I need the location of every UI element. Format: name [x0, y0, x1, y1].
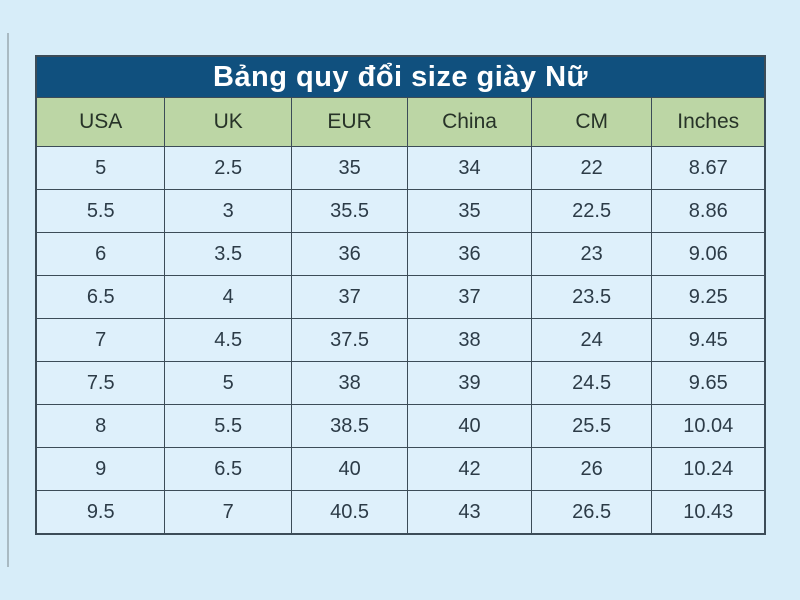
table-cell: 22: [530, 146, 653, 190]
table-row: 7 4.5 37.5 38 24 9.45: [37, 318, 764, 362]
table-row: 9 6.5 40 42 26 10.24: [37, 447, 764, 491]
table-cell: 26: [530, 447, 653, 491]
table-cell: 8.86: [651, 189, 764, 233]
table-row: 6.5 4 37 37 23.5 9.25: [37, 275, 764, 319]
table-cell: 24.5: [530, 361, 653, 405]
table-cell: 9: [37, 447, 166, 491]
conversion-table: USA UK EUR China CM Inches 5 2.5 35 34 2…: [37, 97, 764, 533]
table-cell: 7.5: [37, 361, 166, 405]
table-cell: 22.5: [530, 189, 653, 233]
table-cell: 39: [407, 361, 532, 405]
table-cell: 5.5: [37, 189, 166, 233]
table-cell: 24: [530, 318, 653, 362]
table-cell: 4: [164, 275, 292, 319]
table-cell: 9.25: [651, 275, 764, 319]
table-cell: 35.5: [290, 189, 409, 233]
table-cell: 9.06: [651, 232, 764, 276]
table-cell: 38: [407, 318, 532, 362]
table-cell: 4.5: [164, 318, 292, 362]
column-header-usa: USA: [37, 97, 166, 147]
column-header-uk: UK: [164, 97, 292, 147]
table-cell: 9.45: [651, 318, 764, 362]
table-cell: 40: [290, 447, 409, 491]
header-row: USA UK EUR China CM Inches: [37, 97, 764, 147]
table-cell: 8: [37, 404, 166, 448]
table-cell: 26.5: [530, 490, 653, 533]
table-cell: 2.5: [164, 146, 292, 190]
table-cell: 23.5: [530, 275, 653, 319]
table-row: 6 3.5 36 36 23 9.06: [37, 232, 764, 276]
table-cell: 8.67: [651, 146, 764, 190]
table-cell: 37: [290, 275, 409, 319]
table-cell: 3: [164, 189, 292, 233]
table-cell: 5: [164, 361, 292, 405]
table-cell: 6.5: [164, 447, 292, 491]
table-cell: 10.04: [651, 404, 764, 448]
table-cell: 35: [290, 146, 409, 190]
table-cell: 7: [164, 490, 292, 533]
table-cell: 6: [37, 232, 166, 276]
table-cell: 37.5: [290, 318, 409, 362]
table-cell: 5: [37, 146, 166, 190]
table-cell: 37: [407, 275, 532, 319]
table-cell: 10.24: [651, 447, 764, 491]
size-conversion-table: Bảng quy đổi size giày Nữ USA UK EUR Chi…: [35, 55, 766, 535]
table-cell: 9.5: [37, 490, 166, 533]
table-cell: 34: [407, 146, 532, 190]
table-row: 9.5 7 40.5 43 26.5 10.43: [37, 490, 764, 533]
table-cell: 9.65: [651, 361, 764, 405]
table-cell: 35: [407, 189, 532, 233]
column-header-china: China: [407, 97, 532, 147]
table-cell: 23: [530, 232, 653, 276]
table-cell: 5.5: [164, 404, 292, 448]
table-cell: 38: [290, 361, 409, 405]
column-header-cm: CM: [530, 97, 653, 147]
table-cell: 36: [407, 232, 532, 276]
table-row: 5.5 3 35.5 35 22.5 8.86: [37, 189, 764, 233]
column-header-eur: EUR: [290, 97, 409, 147]
table-cell: 40.5: [290, 490, 409, 533]
table-cell: 43: [407, 490, 532, 533]
table-row: 5 2.5 35 34 22 8.67: [37, 146, 764, 190]
table-cell: 6.5: [37, 275, 166, 319]
column-header-inches: Inches: [651, 97, 764, 147]
table-cell: 38.5: [290, 404, 409, 448]
table-title: Bảng quy đổi size giày Nữ: [37, 57, 764, 97]
table-row: 7.5 5 38 39 24.5 9.65: [37, 361, 764, 405]
table-row: 8 5.5 38.5 40 25.5 10.04: [37, 404, 764, 448]
table-cell: 10.43: [651, 490, 764, 533]
table-cell: 25.5: [530, 404, 653, 448]
table-cell: 3.5: [164, 232, 292, 276]
table-cell: 7: [37, 318, 166, 362]
table-cell: 40: [407, 404, 532, 448]
table-cell: 42: [407, 447, 532, 491]
table-cell: 36: [290, 232, 409, 276]
left-accent-line: [7, 33, 9, 567]
